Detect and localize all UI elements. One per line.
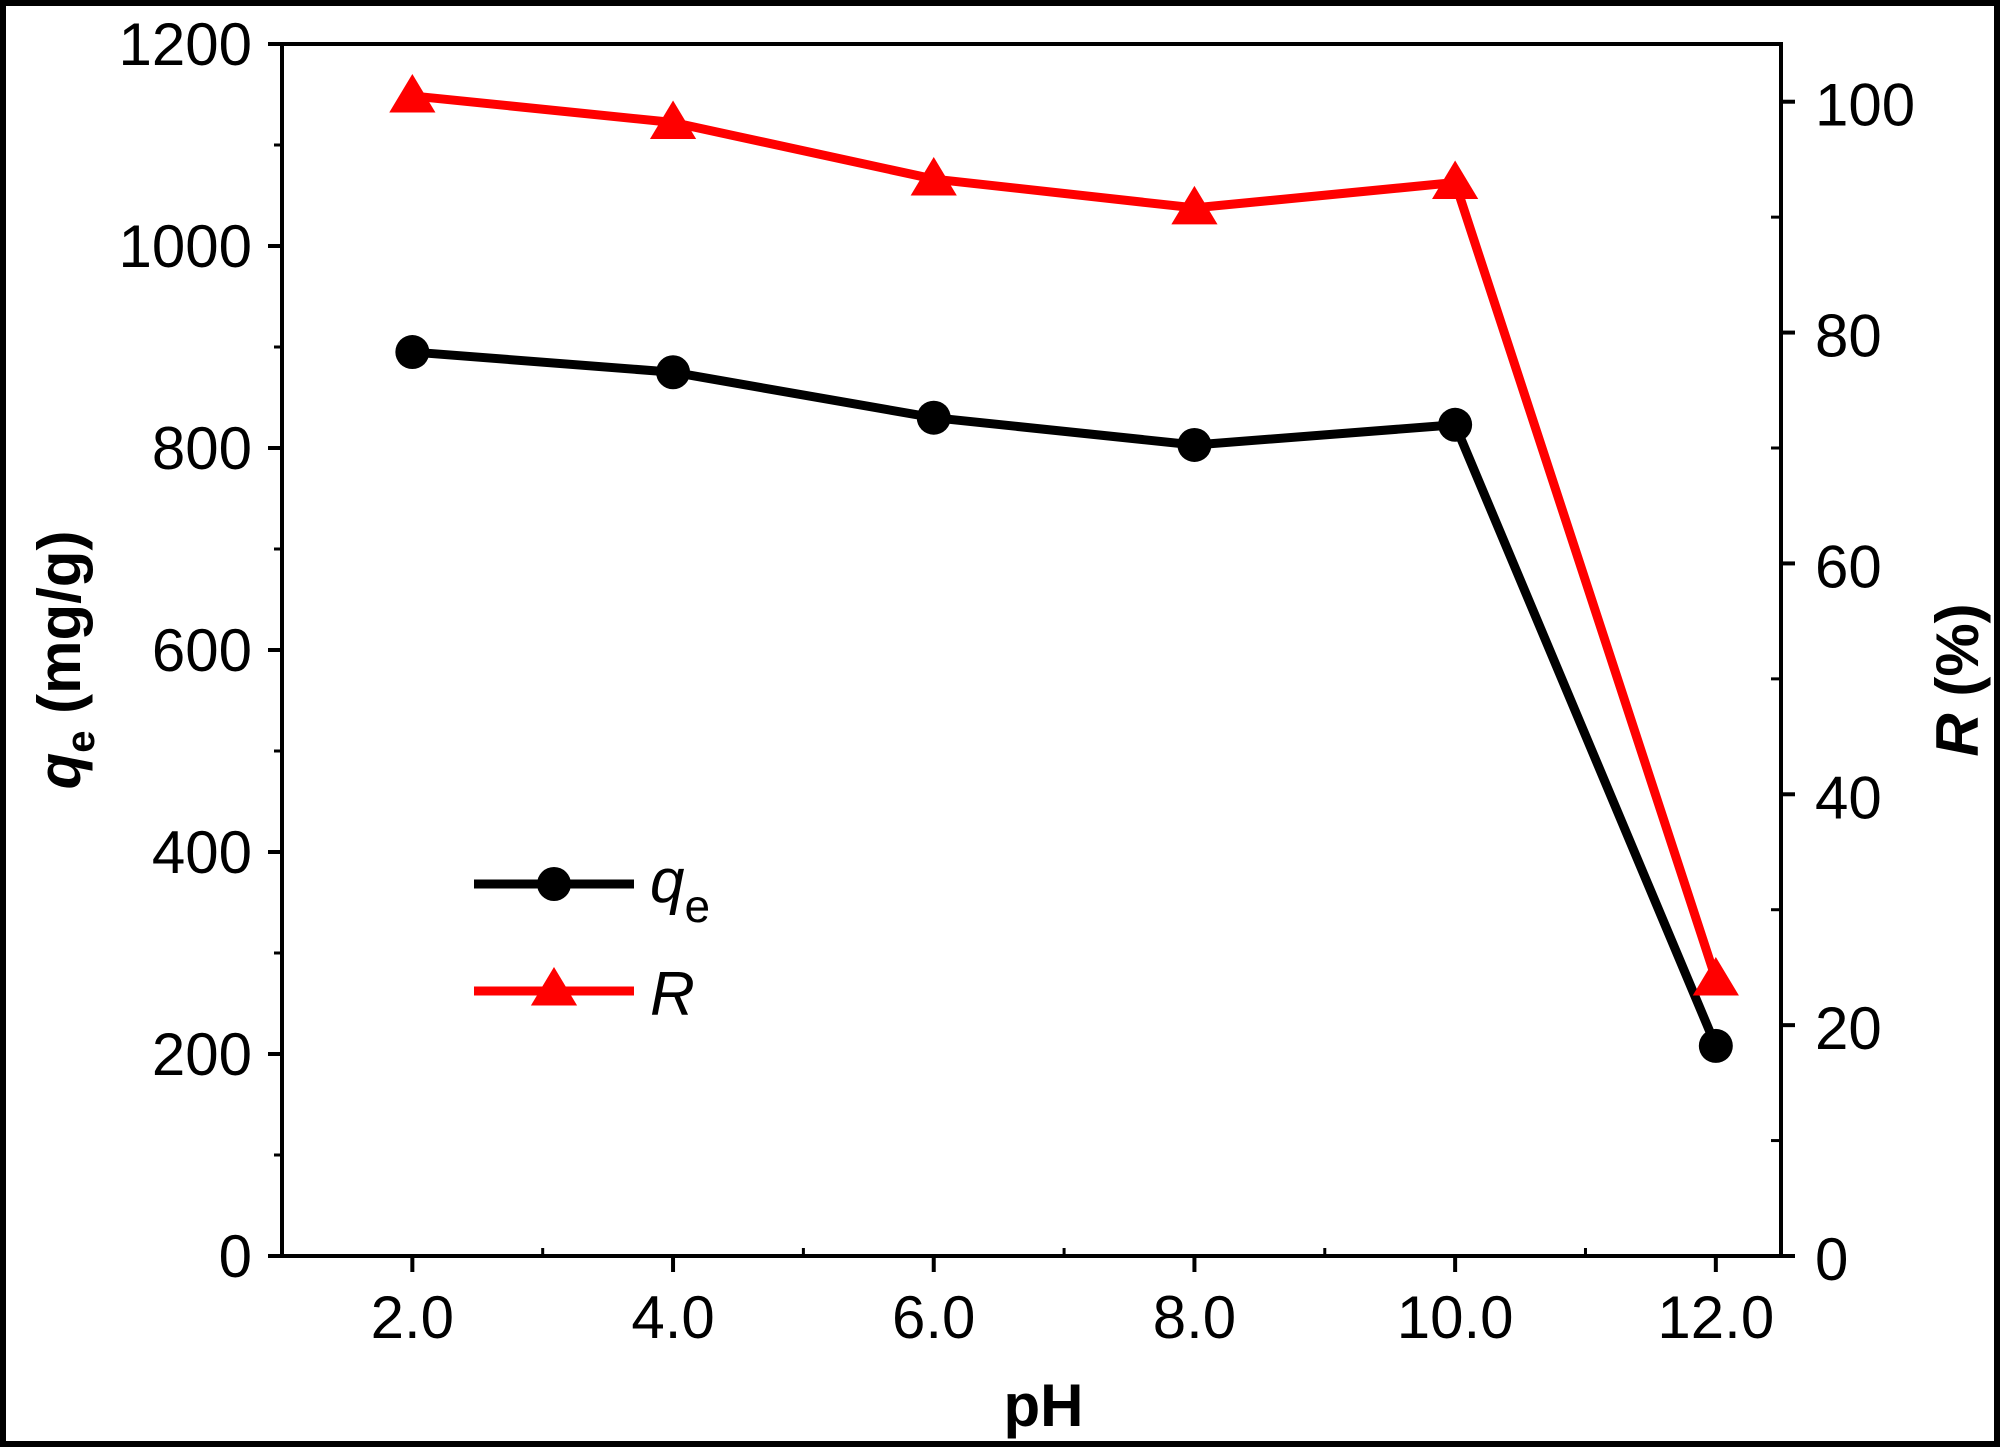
y-right-tick-label-4: 80: [1815, 303, 1882, 370]
qe-point-4: [1438, 407, 1473, 442]
x-tick-label-4: 10.0: [1397, 1284, 1514, 1351]
legend-marker-R: [530, 967, 578, 1006]
y-left-axis-title-sub: e: [59, 731, 103, 753]
y-left-axis-title: qe (mg/g): [26, 531, 103, 790]
qe-point-1: [656, 355, 691, 390]
y-left-tick-label-2: 400: [152, 819, 252, 886]
qe-point-2: [916, 400, 951, 435]
chart: 2.0 4.0 6.0 8.0 10.0 12.002004006008001000120…: [26, 11, 1991, 1439]
y-right-axis-title: R (%): [1924, 603, 1991, 756]
y-left-tick-label-6: 1200: [119, 11, 252, 78]
plot-frame: [280, 42, 1783, 1258]
y-right-tick-label-0: 0: [1815, 1226, 1848, 1293]
series-line-R: [411, 91, 1721, 981]
y-right-tick-label-1: 20: [1815, 995, 1882, 1062]
y-right-tick-label-5: 100: [1815, 72, 1915, 139]
y-left-tick-label-3: 600: [152, 617, 252, 684]
legend-label-qe-main: q: [650, 847, 685, 916]
y-right-tick-label-3: 60: [1815, 533, 1882, 600]
legend-label-qe: qe: [650, 847, 710, 932]
R-point-3: [1171, 185, 1218, 225]
legend-label-qe-sub: e: [684, 880, 710, 932]
qe-point-0: [395, 335, 430, 370]
qe-point-5: [1698, 1028, 1733, 1063]
x-axis-title: pH: [1004, 1372, 1084, 1439]
y-right-axis-title-unit: (%): [1924, 603, 1991, 713]
x-tick-label-5: 12.0: [1657, 1284, 1774, 1351]
R-point-5: [1692, 956, 1739, 996]
legend-label-R: R: [650, 960, 695, 1029]
y-left-tick-label-5: 1000: [119, 213, 252, 280]
x-tick-label-1: 4.0: [631, 1284, 714, 1351]
x-tick-label-3: 8.0: [1153, 1284, 1236, 1351]
legend-marker-qe: [537, 867, 571, 901]
x-tick-label-0: 2.0: [371, 1284, 454, 1351]
y-right-tick-label-2: 40: [1815, 764, 1882, 831]
x-tick-label-2: 6.0: [892, 1284, 975, 1351]
y-left-tick-label-1: 200: [152, 1021, 252, 1088]
R-point-1: [649, 100, 697, 139]
R-point-0: [389, 73, 436, 113]
R-point-2: [910, 157, 957, 196]
y-left-tick-label-0: 0: [219, 1223, 252, 1290]
series-line-qe: [412, 347, 1720, 1048]
R-point-4: [1432, 160, 1479, 200]
y-left-tick-label-4: 800: [152, 415, 252, 482]
qe-point-3: [1177, 427, 1212, 462]
y-left-axis-title-main: q: [26, 753, 93, 790]
y-right-axis-title-main: R: [1924, 713, 1991, 756]
y-left-axis-title-unit: (mg/g): [26, 531, 93, 731]
